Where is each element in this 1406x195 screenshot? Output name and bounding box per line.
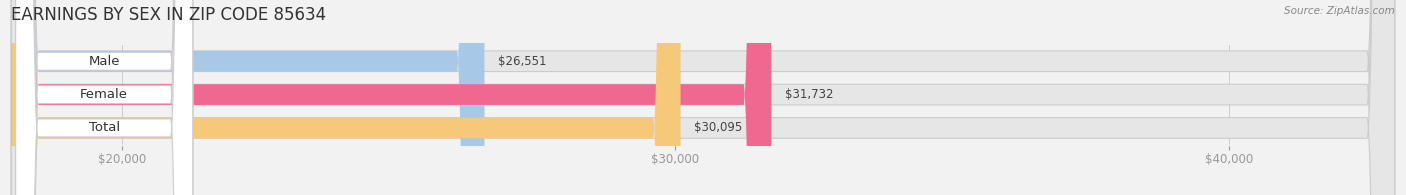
Text: Female: Female [80,88,128,101]
Text: Male: Male [89,55,120,68]
FancyBboxPatch shape [15,0,193,195]
FancyBboxPatch shape [15,0,193,195]
Text: Source: ZipAtlas.com: Source: ZipAtlas.com [1284,6,1395,16]
FancyBboxPatch shape [11,0,1395,195]
Text: $26,551: $26,551 [498,55,547,68]
Text: $30,095: $30,095 [695,121,742,134]
FancyBboxPatch shape [11,0,485,195]
FancyBboxPatch shape [11,0,681,195]
Text: EARNINGS BY SEX IN ZIP CODE 85634: EARNINGS BY SEX IN ZIP CODE 85634 [11,6,326,24]
FancyBboxPatch shape [15,0,193,195]
FancyBboxPatch shape [11,0,1395,195]
Text: $31,732: $31,732 [785,88,834,101]
FancyBboxPatch shape [11,0,770,195]
FancyBboxPatch shape [11,0,1395,195]
Text: Total: Total [89,121,120,134]
